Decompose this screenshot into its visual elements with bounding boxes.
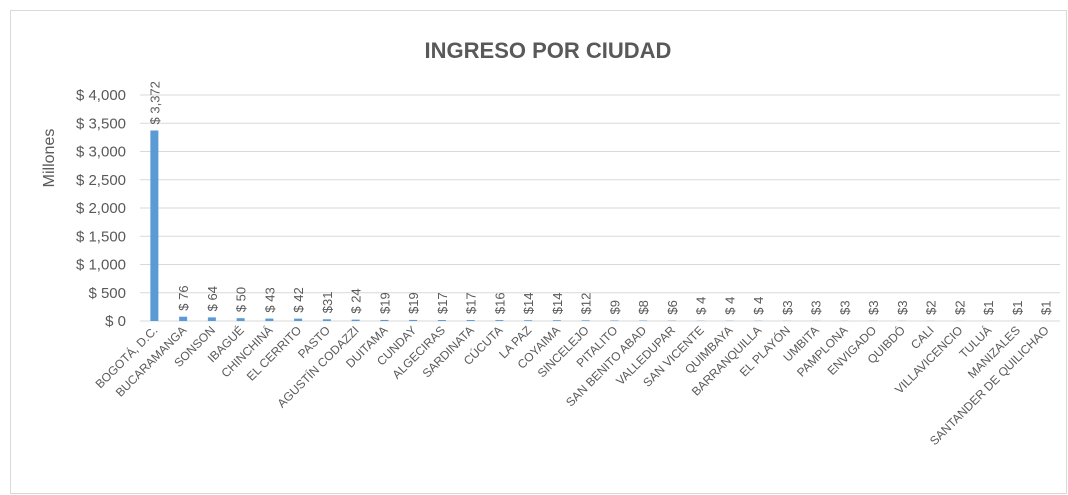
chart-frame (10, 10, 1067, 494)
value-label: $ 42 (291, 287, 306, 312)
value-label: $16 (492, 292, 507, 314)
bar (179, 316, 188, 321)
y-tick-label: $ 3,500 (76, 115, 126, 132)
bar (351, 319, 360, 321)
bar (322, 319, 331, 321)
value-label: $6 (665, 300, 680, 314)
value-label: $3 (866, 300, 881, 314)
y-tick-label: $ 0 (105, 313, 126, 330)
value-label: $ 3,372 (147, 81, 162, 124)
value-label: $3 (809, 300, 824, 314)
value-label: $19 (377, 292, 392, 314)
value-label: $9 (607, 300, 622, 314)
bar (495, 320, 504, 321)
y-tick-label: $ 1,500 (76, 228, 126, 245)
value-label: $2 (952, 300, 967, 314)
value-label: $ 4 (722, 297, 737, 315)
y-tick-label: $ 500 (88, 285, 126, 302)
bar (610, 320, 619, 321)
value-label: $ 24 (349, 288, 364, 313)
value-label: $3 (780, 300, 795, 314)
y-tick-label: $ 4,000 (76, 87, 126, 104)
bar (236, 318, 245, 321)
y-tick-label: $ 3,000 (76, 144, 126, 161)
bar (581, 320, 590, 321)
value-label: $1 (1010, 300, 1025, 314)
value-label: $ 4 (751, 297, 766, 315)
value-label: $12 (579, 293, 594, 315)
value-label: $17 (435, 292, 450, 314)
y-tick-label: $ 1,000 (76, 257, 126, 274)
value-label: $ 76 (176, 285, 191, 310)
value-label: $14 (550, 293, 565, 315)
value-label: $3 (837, 300, 852, 314)
bar (150, 130, 159, 321)
value-label: $1 (981, 300, 996, 314)
bar (552, 320, 561, 321)
bar (466, 320, 475, 321)
value-label: $2 (924, 300, 939, 314)
value-label: $3 (895, 300, 910, 314)
bar (207, 317, 216, 321)
value-label: $14 (521, 293, 536, 315)
value-label: $17 (464, 292, 479, 314)
bar (265, 318, 274, 321)
value-label: $ 43 (262, 287, 277, 312)
y-axis-label: Millones (41, 129, 58, 188)
bar (524, 320, 533, 321)
value-label: $1 (1039, 300, 1054, 314)
bar (437, 320, 446, 321)
bar (294, 318, 303, 321)
value-label: $ 64 (205, 286, 220, 311)
value-label: $ 4 (694, 297, 709, 315)
value-label: $19 (406, 292, 421, 314)
y-tick-label: $ 2,000 (76, 200, 126, 217)
value-label: $ 50 (234, 287, 249, 312)
value-label: $8 (636, 300, 651, 314)
y-tick-label: $ 2,500 (76, 172, 126, 189)
value-label: $31 (320, 292, 335, 314)
bar (409, 319, 418, 321)
bar (380, 319, 389, 321)
chart-title: INGRESO POR CIUDAD (425, 38, 672, 63)
